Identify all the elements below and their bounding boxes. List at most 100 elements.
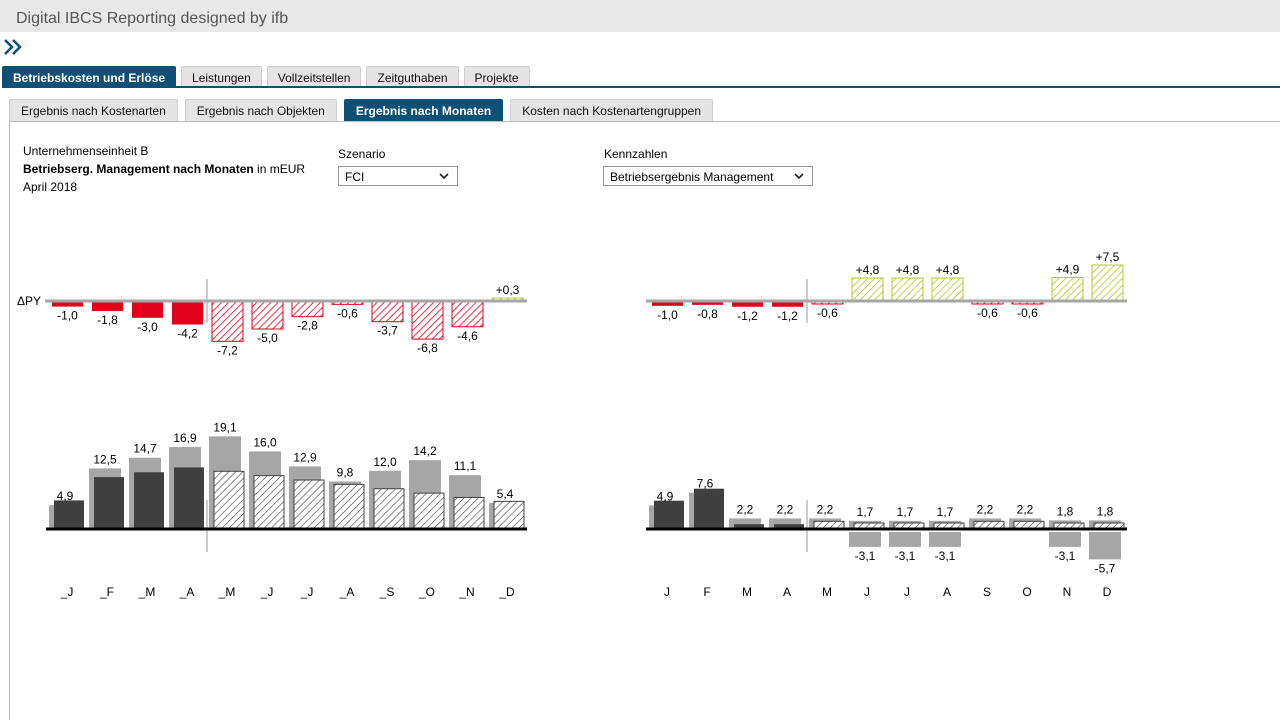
value-bar	[94, 477, 124, 529]
subtab-monaten[interactable]: Ergebnis nach Monaten	[343, 99, 504, 122]
delta-bar	[851, 277, 884, 302]
subtab-kostenarten[interactable]: Ergebnis nach Kostenarten	[9, 99, 178, 122]
sub-tab-divider	[9, 121, 1280, 122]
bar-value-label: 12,9	[293, 450, 317, 464]
comparison-bar	[729, 518, 761, 529]
main-tab-bar: Betriebskosten und Erlöse Leistungen Vol…	[2, 66, 530, 88]
negative-bar	[1049, 532, 1081, 547]
bar-value-label: 12,5	[93, 452, 117, 466]
delta-bar	[692, 301, 723, 305]
bar-value-label: 14,7	[133, 442, 157, 456]
delta-bar-label: +4,8	[936, 263, 960, 277]
value-bar	[413, 492, 445, 530]
value-bar	[654, 500, 684, 529]
delta-bar	[52, 301, 83, 307]
bar-value-label: 14,2	[413, 444, 437, 458]
month-label: O	[1022, 585, 1031, 599]
month-label: _J	[300, 585, 314, 599]
value-bar	[134, 472, 164, 529]
delta-bar	[172, 301, 203, 325]
delta-bar-label: -2,8	[297, 319, 318, 333]
bar-value-label: 9,8	[337, 465, 354, 479]
value-bar	[333, 483, 365, 530]
bar-value-label: 12,0	[373, 455, 397, 469]
month-label: M	[742, 585, 752, 599]
tab-zeitguthaben[interactable]: Zeitguthaben	[366, 66, 459, 88]
delta-bar-label: -1,0	[57, 309, 78, 323]
value-bar	[493, 500, 525, 530]
app-title: Digital IBCS Reporting designed by ifb	[16, 10, 289, 27]
value-bar	[174, 467, 204, 529]
value-bar	[373, 488, 405, 530]
bar-value-label: 16,0	[253, 435, 277, 449]
bar-value-label: 11,1	[454, 459, 477, 473]
delta-bar	[132, 301, 163, 318]
report-info: Unternehmenseinheit B Betriebserg. Manag…	[23, 142, 305, 196]
bar-value-label: 2,2	[777, 502, 794, 516]
bar-value-label: 7,6	[697, 477, 714, 491]
delta-bar-label: -0,6	[1017, 306, 1038, 320]
tab-projekte[interactable]: Projekte	[463, 66, 530, 88]
delta-bar-label: -4,6	[457, 329, 478, 343]
delta-bar	[891, 277, 924, 302]
delta-bar-label: -1,2	[737, 309, 758, 323]
delta-bar	[1051, 276, 1084, 302]
report-title: Betriebserg. Management nach Monaten in …	[23, 160, 305, 178]
szenario-select[interactable]: FCI	[338, 166, 458, 186]
chevron-down-icon	[794, 173, 804, 180]
kennzahlen-label: Kennzahlen	[604, 147, 668, 161]
month-label: _S	[379, 585, 395, 599]
delta-bar-label: +0,3	[496, 283, 520, 297]
bar-value-label: 2,2	[1017, 502, 1034, 516]
delta-bar-label: -0,6	[977, 306, 998, 320]
delta-bar-label: +7,5	[1096, 250, 1120, 264]
month-label: D	[1103, 585, 1112, 599]
bar-value-label: 16,9	[173, 431, 197, 445]
szenario-label: Szenario	[338, 147, 386, 161]
delta-bar-label: -3,0	[137, 320, 158, 334]
delta-bar-label: -0,6	[337, 306, 358, 320]
tab-leistungen[interactable]: Leistungen	[181, 66, 262, 88]
value-bar	[453, 496, 485, 530]
bar-value-label: 1,7	[857, 505, 874, 519]
month-label: _D	[498, 585, 515, 599]
month-label: A	[943, 585, 951, 599]
tab-betriebskosten-erloese[interactable]: Betriebskosten und Erlöse	[2, 66, 177, 88]
delta-bar	[92, 301, 123, 312]
value-bar	[694, 488, 724, 529]
kennzahlen-select[interactable]: Betriebsergebnis Management	[603, 166, 813, 186]
bar-value-label: 4,9	[57, 489, 74, 503]
tab-vollzeitstellen[interactable]: Vollzeitstellen	[266, 66, 362, 88]
delta-bar	[772, 301, 803, 307]
negative-bar	[1089, 532, 1121, 560]
delta-axis-label: ΔPY	[17, 294, 41, 308]
delta-bar-label: -5,0	[257, 331, 278, 345]
app-title-bar: Digital IBCS Reporting designed by ifb	[0, 0, 1280, 32]
comparison-bar	[769, 518, 801, 529]
report-title-bold: Betriebserg. Management nach Monaten	[23, 162, 254, 176]
month-label: A	[783, 585, 791, 599]
sub-tab-bar: Ergebnis nach Kostenarten Ergebnis nach …	[9, 99, 714, 122]
delta-bar	[451, 300, 484, 328]
negative-bar-label: -3,1	[1055, 549, 1076, 563]
szenario-value: FCI	[345, 170, 365, 184]
report-unit: Unternehmenseinheit B	[23, 144, 149, 158]
delta-bar-label: +4,8	[896, 263, 920, 277]
month-label: _O	[418, 585, 435, 599]
subtab-objekten[interactable]: Ergebnis nach Objekten	[184, 99, 337, 122]
bar-value-label: 2,2	[977, 502, 994, 516]
value-bar	[293, 479, 325, 530]
content-left-border	[9, 121, 10, 720]
negative-bar	[889, 532, 921, 547]
delta-bar-label: -7,2	[217, 343, 238, 357]
month-label: _J	[260, 585, 274, 599]
main-tab-divider	[2, 86, 1280, 88]
month-label: _A	[179, 585, 195, 599]
subtab-kostenartengruppen[interactable]: Kosten nach Kostenartengruppen	[510, 99, 714, 122]
expand-menu-icon[interactable]	[3, 37, 23, 57]
month-label: F	[703, 585, 710, 599]
month-label: J	[664, 585, 670, 599]
bar-value-label: 19,1	[213, 420, 237, 434]
bar-value-label: 5,4	[497, 487, 514, 501]
value-bar	[734, 524, 764, 529]
